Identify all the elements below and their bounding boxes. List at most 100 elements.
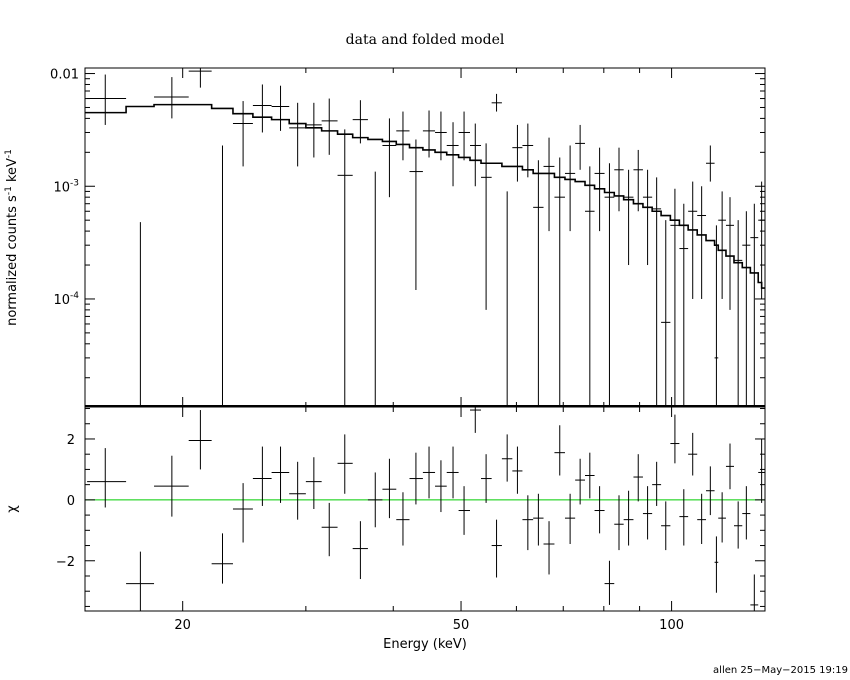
residual-point bbox=[252, 446, 272, 506]
data-point bbox=[512, 124, 523, 182]
chart-title: data and folded model bbox=[346, 32, 505, 48]
y-tick-label: 0.01 bbox=[50, 68, 79, 83]
ylabel-part-1: normalized counts s bbox=[5, 195, 20, 326]
data-point bbox=[575, 124, 586, 170]
data-point bbox=[564, 145, 576, 232]
y-tick-label: 0 bbox=[67, 494, 75, 509]
data-point bbox=[481, 143, 492, 310]
residual-point bbox=[652, 461, 662, 506]
x-tick-label: 50 bbox=[453, 618, 470, 633]
top-panel-frame bbox=[84, 67, 766, 408]
data-point bbox=[382, 118, 397, 198]
y-tick-label: −2 bbox=[56, 555, 75, 570]
residual-point bbox=[718, 492, 726, 543]
data-point bbox=[470, 123, 482, 187]
data-point bbox=[321, 98, 338, 155]
residual-point bbox=[633, 454, 643, 502]
data-point bbox=[614, 147, 624, 212]
residual-point bbox=[352, 521, 368, 580]
residual-point bbox=[367, 472, 383, 528]
x-tick-label: 100 bbox=[659, 618, 684, 633]
bottom-panel-frame bbox=[84, 406, 766, 612]
residual-point bbox=[642, 486, 653, 540]
top-panel-ticks bbox=[85, 68, 765, 407]
residual-point bbox=[422, 446, 436, 499]
ylabel-part-4: -1 bbox=[4, 149, 14, 158]
data-point bbox=[742, 211, 751, 407]
y-tick-label: 2 bbox=[67, 433, 75, 448]
tick-exponent: -3 bbox=[70, 178, 79, 188]
data-point bbox=[679, 203, 689, 407]
data-point bbox=[750, 203, 759, 407]
residual-point bbox=[337, 434, 353, 494]
residual-point bbox=[554, 425, 565, 476]
residual-point bbox=[321, 502, 338, 557]
data-point bbox=[491, 93, 502, 112]
data-point bbox=[522, 123, 534, 178]
residual-point bbox=[154, 455, 189, 517]
residual-point bbox=[305, 457, 322, 509]
data-point bbox=[718, 191, 726, 299]
data-point bbox=[725, 197, 734, 310]
tick-base: 10 bbox=[53, 180, 70, 195]
data-point bbox=[554, 157, 565, 407]
data-point bbox=[733, 220, 743, 407]
bottom-panel: 2 0 −2 2 0 50 100 χ Energy (keV) bbox=[5, 406, 766, 652]
data-point bbox=[422, 110, 436, 158]
residual-point bbox=[714, 536, 719, 593]
residual-point bbox=[564, 493, 576, 545]
data-point bbox=[252, 84, 272, 133]
residual-point bbox=[533, 493, 544, 546]
data-point bbox=[585, 166, 595, 407]
data-point bbox=[642, 169, 653, 266]
data-point bbox=[458, 111, 471, 161]
data-point bbox=[697, 186, 707, 299]
data-point bbox=[533, 160, 544, 407]
data-point bbox=[758, 181, 765, 299]
data-point bbox=[87, 74, 127, 125]
residual-point bbox=[396, 492, 410, 546]
data-point bbox=[409, 139, 423, 291]
residual-point bbox=[491, 519, 502, 578]
residual-point bbox=[758, 438, 765, 503]
residual-point bbox=[575, 458, 586, 505]
residual-point bbox=[289, 461, 306, 520]
data-point bbox=[396, 111, 410, 161]
data-point bbox=[594, 147, 605, 232]
data-point bbox=[289, 102, 306, 167]
model-step-line bbox=[85, 103, 765, 289]
residual-point bbox=[604, 560, 615, 605]
data-point bbox=[305, 102, 322, 158]
residual-point bbox=[271, 446, 290, 503]
bottom-y-axis-label: χ bbox=[5, 505, 20, 513]
residual-point bbox=[435, 460, 447, 513]
residual-points bbox=[87, 407, 765, 611]
tick-base: 10 bbox=[53, 293, 70, 308]
residual-point bbox=[512, 446, 523, 494]
residual-point bbox=[458, 486, 471, 535]
data-point bbox=[435, 111, 447, 161]
residual-point bbox=[670, 414, 680, 464]
ylabel-part-3: keV bbox=[5, 158, 20, 186]
x-axis-label: Energy (keV) bbox=[383, 637, 467, 652]
data-point bbox=[623, 169, 634, 266]
data-point bbox=[232, 101, 253, 167]
bottom-panel-ticks bbox=[85, 407, 765, 611]
data-point bbox=[154, 77, 189, 119]
y-tick-label: 10-3 bbox=[53, 178, 79, 195]
data-point bbox=[352, 100, 368, 144]
residual-point bbox=[409, 452, 423, 505]
residual-point bbox=[543, 521, 555, 575]
residual-point bbox=[661, 501, 671, 551]
data-point bbox=[543, 137, 555, 232]
residual-point bbox=[614, 495, 624, 551]
residual-point bbox=[211, 533, 233, 584]
data-point bbox=[688, 181, 698, 299]
residual-point bbox=[481, 454, 492, 503]
data-point bbox=[446, 122, 459, 187]
bottom-y-tick-labels: 2 0 −2 bbox=[56, 433, 75, 570]
residual-point bbox=[697, 493, 707, 545]
data-point bbox=[714, 225, 719, 407]
